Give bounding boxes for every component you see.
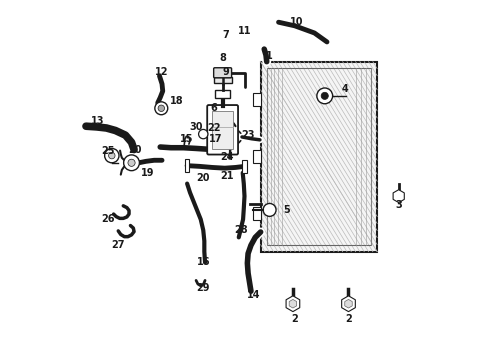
Text: 20: 20 — [128, 144, 142, 154]
Text: 30: 30 — [189, 122, 203, 132]
Text: 25: 25 — [101, 146, 114, 156]
Circle shape — [316, 88, 332, 104]
Text: 2: 2 — [291, 314, 298, 324]
Circle shape — [158, 105, 164, 112]
Text: 23: 23 — [241, 130, 254, 140]
Text: 4: 4 — [341, 84, 347, 94]
Text: 22: 22 — [207, 123, 220, 133]
Bar — [212, 111, 233, 149]
Bar — [252, 93, 260, 106]
Circle shape — [108, 152, 115, 159]
Text: 12: 12 — [155, 67, 168, 77]
Text: 15: 15 — [180, 134, 193, 144]
Text: 29: 29 — [196, 283, 209, 293]
Text: 3: 3 — [394, 200, 401, 210]
Circle shape — [104, 148, 119, 163]
Text: 26: 26 — [101, 215, 114, 224]
Text: 27: 27 — [111, 239, 125, 249]
Text: 28: 28 — [234, 225, 247, 235]
Bar — [252, 207, 260, 220]
Bar — [260, 62, 376, 252]
Ellipse shape — [218, 129, 241, 145]
Text: 24: 24 — [220, 152, 233, 162]
Text: 1: 1 — [265, 51, 272, 61]
Bar — [242, 160, 246, 173]
Text: 8: 8 — [219, 53, 226, 63]
Text: 19: 19 — [141, 168, 154, 178]
Circle shape — [198, 130, 207, 139]
Bar — [215, 90, 229, 98]
Text: 18: 18 — [169, 96, 183, 106]
FancyBboxPatch shape — [213, 68, 231, 78]
Text: 10: 10 — [289, 17, 303, 27]
Bar — [266, 68, 370, 245]
Bar — [252, 150, 260, 163]
Text: 21: 21 — [220, 171, 233, 181]
Circle shape — [321, 92, 327, 99]
Text: 14: 14 — [246, 290, 260, 300]
Circle shape — [128, 159, 135, 166]
Circle shape — [123, 155, 139, 171]
Text: 7: 7 — [222, 30, 229, 40]
Text: 2: 2 — [345, 314, 351, 324]
Circle shape — [155, 102, 167, 115]
Bar — [260, 62, 376, 252]
Text: 9: 9 — [222, 67, 229, 77]
FancyBboxPatch shape — [207, 105, 238, 154]
Text: 13: 13 — [91, 116, 104, 126]
Text: 5: 5 — [283, 206, 289, 216]
Text: 6: 6 — [210, 103, 217, 113]
Bar — [213, 77, 231, 83]
Text: 17: 17 — [209, 134, 222, 144]
Bar — [184, 159, 189, 172]
Text: 20: 20 — [196, 173, 209, 183]
Text: 16: 16 — [196, 257, 209, 267]
Circle shape — [263, 203, 276, 216]
Text: 11: 11 — [237, 26, 251, 36]
